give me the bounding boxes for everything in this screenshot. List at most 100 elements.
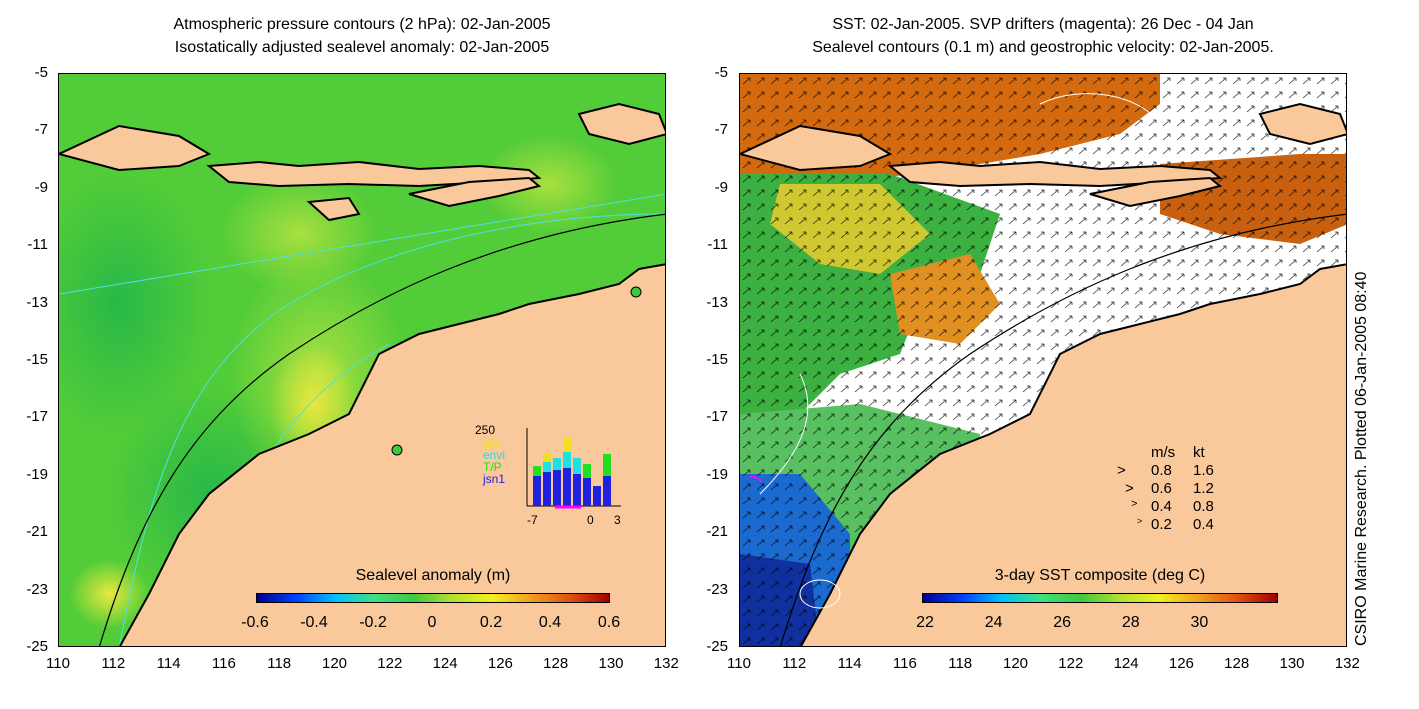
x-tick-label: 132 [653, 655, 679, 672]
legend-ms-value: 0.6 [1151, 480, 1172, 497]
x-tick-label: 128 [543, 655, 569, 672]
pressure-contour [59, 193, 665, 295]
sst-colorbar-tick: 30 [1190, 614, 1209, 631]
sst-colorbar-label: 3-day SST composite (deg C) [994, 567, 1206, 584]
y-tick-label: -13 [706, 293, 728, 311]
sst-map-svg [740, 74, 1346, 646]
island-timor [408, 176, 542, 208]
inset-xtick: -7 [527, 513, 538, 527]
sst-colorbar-tick: 22 [916, 614, 934, 631]
anomaly-blob [219, 174, 379, 294]
station-marker [630, 286, 642, 298]
sealevel-colorbar-tick: -0.2 [359, 614, 387, 631]
anomaly-blob [69, 559, 149, 629]
island-java [740, 124, 893, 172]
inset-legend-jsn1: jsn1 [483, 472, 506, 486]
x-tick-label: 114 [156, 655, 181, 672]
australia-land [799, 263, 1346, 646]
sealevel-contour [1039, 93, 1161, 125]
legend-arrow-icon: > [1125, 480, 1134, 497]
anomaly-blob [59, 174, 209, 434]
x-tick-label: 130 [598, 655, 624, 672]
island-north [1258, 102, 1346, 146]
inset-legend-tp: T/P [483, 460, 502, 474]
island-north [577, 102, 665, 146]
island-chain [206, 160, 542, 188]
right-title-line2: Sealevel contours (0.1 m) and geostrophi… [812, 39, 1274, 56]
y-tick-label: -9 [34, 178, 48, 196]
x-tick-label: 132 [1334, 655, 1360, 672]
inset-bar [543, 472, 551, 506]
x-tick-label: 126 [487, 655, 513, 672]
inset-bar [553, 458, 561, 470]
legend-arrow-icon: > [1137, 516, 1143, 526]
inset-xtick: 3 [614, 513, 621, 527]
y-tick-label: -9 [714, 178, 728, 196]
sealevel-colorbar-tick: 0.4 [538, 614, 562, 631]
y-tick-label: -17 [26, 408, 48, 426]
inset-bar [563, 452, 571, 468]
inset-bar [543, 462, 551, 472]
y-tick-label: -21 [26, 523, 48, 541]
y-tick-label: -7 [714, 121, 728, 139]
y-tick-label: -5 [714, 64, 728, 81]
sealevel-colorbar-tick: 0.6 [597, 614, 621, 631]
legend-ms-value: 0.8 [1151, 462, 1172, 479]
legend-kt-value: 0.8 [1193, 498, 1214, 515]
velocity-legend: m/s kt > 0.8 1.6 > 0.6 1.2 > 0.4 0.8 > 0… [1115, 444, 1235, 534]
inset-bar [593, 486, 601, 506]
sealevel-colorbar-tick: 0 [427, 614, 437, 631]
sealevel-colorbar-tick: -0.4 [300, 614, 328, 631]
island-java [59, 124, 212, 172]
australia-land [118, 263, 665, 646]
legend-kt-value: 1.6 [1193, 462, 1214, 479]
x-tick-label: 116 [892, 655, 917, 672]
sst-colorbar [922, 593, 1278, 603]
x-tick-label: 118 [948, 655, 973, 672]
inset-legend-gfo: gfo [483, 436, 500, 450]
inset-bar [603, 476, 611, 506]
x-tick-label: 120 [1002, 655, 1029, 672]
altimetry-inset: 250 gfo envi T/P jsn1 -7 0 [469, 418, 659, 528]
y-tick-label: -13 [26, 293, 48, 311]
sealevel-colorbar-label: Sealevel anomaly (m) [355, 567, 511, 584]
y-tick-label: -25 [706, 638, 728, 655]
inset-legend-envi: envi [483, 448, 506, 462]
sealevel-contour [799, 579, 841, 609]
island-timor [1089, 176, 1223, 208]
x-tick-label: 114 [837, 655, 862, 672]
y-tick-label: -11 [707, 236, 728, 254]
sealevel-contour [759, 373, 809, 495]
inset-bar [573, 474, 581, 506]
y-tick-label: -19 [706, 465, 728, 483]
x-tick-label: 110 [46, 655, 70, 672]
y-tick-label: -23 [706, 580, 728, 598]
inset-bar [543, 454, 551, 462]
inset-bar [533, 476, 541, 506]
bathymetry-contour [779, 213, 1346, 646]
legend-ms-value: 0.2 [1151, 516, 1172, 533]
y-tick-label: -23 [26, 580, 48, 598]
legend-header-kt: kt [1193, 444, 1205, 461]
x-tick-label: 124 [432, 655, 458, 672]
x-tick-label: 110 [727, 655, 751, 672]
y-tick-label: -7 [34, 121, 48, 139]
drifter-track [749, 475, 763, 483]
inset-bar [583, 464, 591, 478]
legend-kt-value: 0.4 [1193, 516, 1214, 533]
inset-bar [603, 454, 611, 476]
sealevel-colorbar-tick: -0.6 [241, 614, 269, 631]
x-tick-label: 120 [321, 655, 348, 672]
y-tick-label: -5 [34, 64, 48, 81]
legend-kt-value: 1.2 [1193, 480, 1214, 497]
y-tick-label: -17 [706, 408, 728, 426]
x-tick-label: 122 [377, 655, 403, 672]
sealevel-colorbar-tick: 0.2 [479, 614, 503, 631]
x-tick-label: 112 [782, 655, 807, 672]
left-title-line2: Isostatically adjusted sealevel anomaly:… [174, 39, 550, 56]
sst-map: m/s kt > 0.8 1.6 > 0.6 1.2 > 0.4 0.8 > 0… [739, 73, 1347, 647]
sst-colorbar-tick: 26 [1053, 614, 1072, 631]
inset-bars [526, 428, 621, 509]
inset-bar [533, 466, 541, 476]
right-title-line1: SST: 02-Jan-2005. SVP drifters (magenta)… [832, 16, 1254, 33]
